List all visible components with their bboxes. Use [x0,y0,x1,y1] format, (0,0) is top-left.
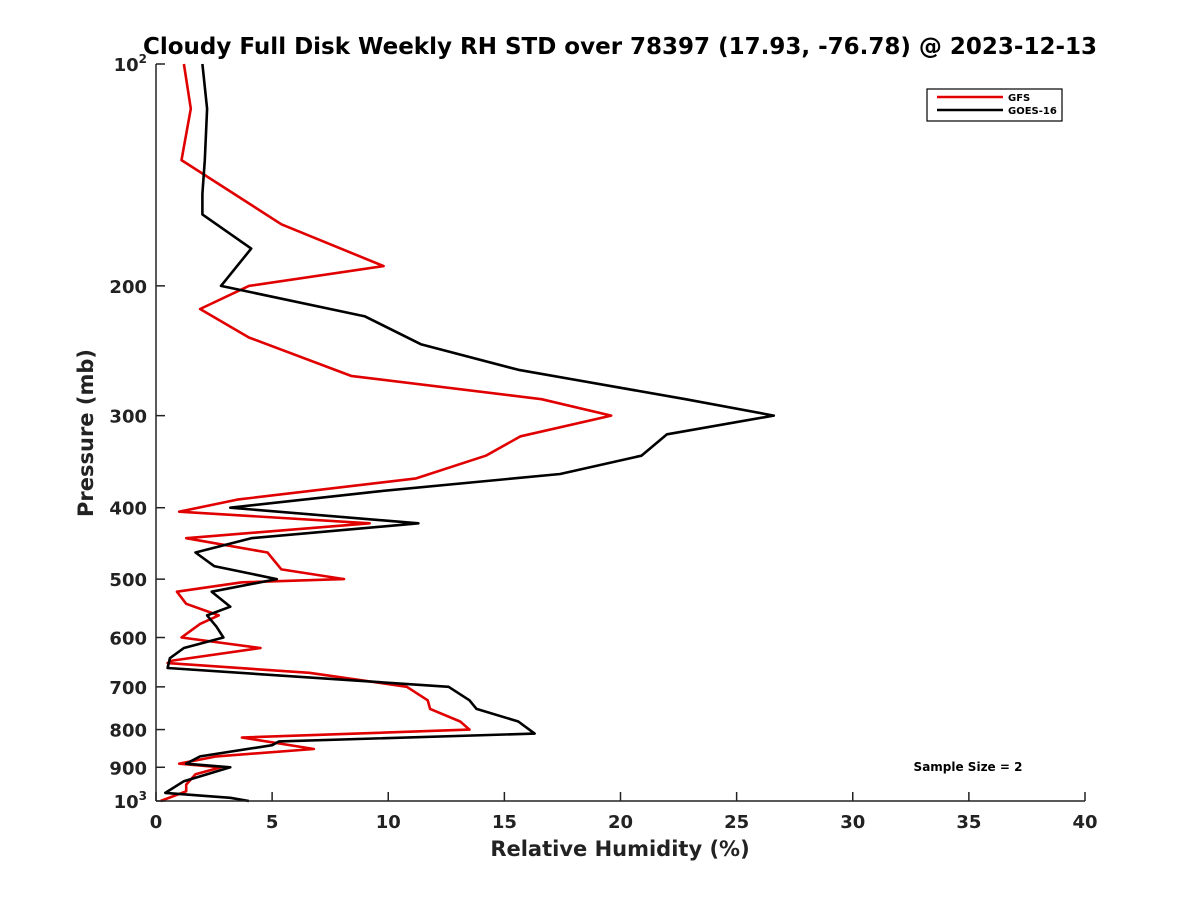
y-tick-label: 300 [109,407,147,428]
x-tick-label: 25 [724,812,749,833]
x-tick-label: 5 [266,812,279,833]
x-tick-label: 35 [956,812,981,833]
y-tick-label: 700 [109,678,147,699]
chart-title: Cloudy Full Disk Weekly RH STD over 7839… [143,34,1097,60]
sample-size-annotation: Sample Size = 2 [914,760,1023,774]
y-tick-label: 400 [109,499,147,520]
y-tick-label: 800 [109,721,147,742]
y-tick-label: 102 [114,52,147,76]
legend-label: GOES-16 [1008,106,1057,117]
y-ticks: 102 200 300 400 500 600 700 800 900 103 [109,52,165,813]
y-tick-label: 500 [109,570,147,591]
y-tick-label: 600 [109,628,147,649]
series-line-gfs [160,63,613,803]
y-axis-label: Pressure (mb) [74,349,98,517]
plot-lines [160,63,776,803]
legend-label: GFS [1008,93,1030,104]
x-axis-label: Relative Humidity (%) [490,837,749,861]
legend-box [926,88,1063,122]
y-tick-label: 200 [109,277,147,298]
axes [155,64,1085,802]
x-tick-label: 40 [1072,812,1097,833]
y-tick-label: 103 [114,789,147,813]
x-tick-label: 20 [608,812,633,833]
x-ticks: 0 5 10 15 20 25 30 35 40 [150,792,1098,833]
legend: GFS GOES-16 [926,88,1063,122]
y-tick-label: 900 [109,758,147,779]
x-tick-label: 0 [150,812,163,833]
x-tick-label: 15 [492,812,517,833]
x-tick-label: 10 [376,812,401,833]
x-tick-label: 30 [840,812,865,833]
series-line-goes-16 [164,63,776,803]
